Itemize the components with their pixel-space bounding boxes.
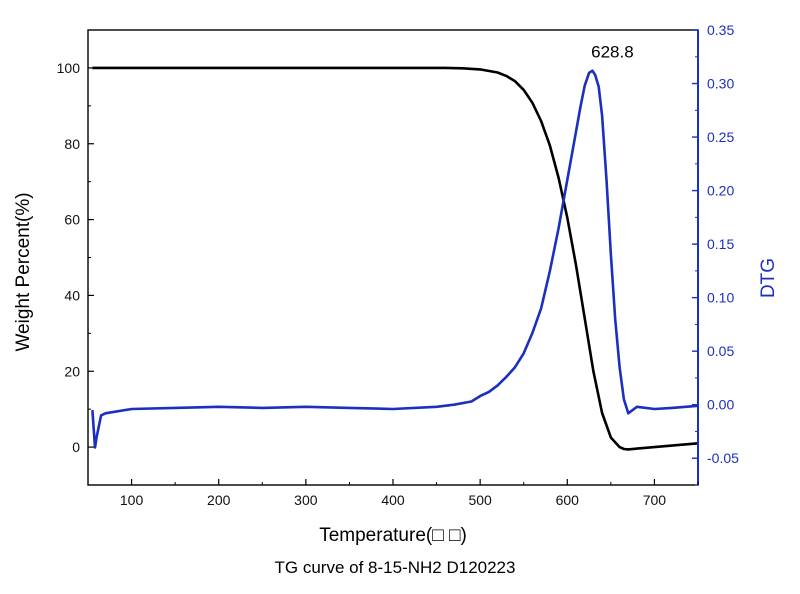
left-tick-label: 100 (57, 60, 81, 76)
x-tick-label: 200 (207, 492, 231, 508)
right-tick-label: -0.05 (707, 450, 739, 466)
right-tick-label: 0.10 (707, 290, 734, 306)
x-tick-label: 400 (381, 492, 405, 508)
right-tick-label: 0.05 (707, 343, 734, 359)
x-tick-label: 600 (556, 492, 580, 508)
y-axis-title-right: DTG (758, 258, 779, 298)
tg-weight-line (92, 66, 699, 451)
left-tick-label: 80 (64, 136, 80, 152)
peak-annotation: 628.8 (591, 43, 634, 62)
right-tick-label: 0.20 (707, 183, 734, 199)
plot-frame (87, 29, 699, 486)
x-axis-ticks: 100 200 300 400 500 600 700 (87, 479, 699, 508)
dtg-line (91, 69, 699, 449)
left-tick-label: 60 (64, 212, 80, 228)
x-axis-title: Temperature(□ □) (319, 525, 467, 546)
right-tick-label: 0.00 (707, 397, 734, 413)
right-tick-label: 0.35 (707, 22, 734, 38)
series-layer (91, 66, 699, 451)
chart-caption: TG curve of 8-15-NH2 D120223 (275, 558, 516, 577)
x-tick-label: 300 (294, 492, 318, 508)
right-tick-label: 0.30 (707, 76, 734, 92)
y-axis-title-left: Weight Percent(%) (13, 192, 34, 351)
right-tick-label: 0.15 (707, 236, 734, 252)
left-tick-label: 40 (64, 287, 80, 303)
x-tick-label: 100 (120, 492, 144, 508)
left-tick-label: 20 (64, 363, 80, 379)
right-axis-ticks: -0.05 0.00 0.05 0.10 0.15 0.20 0.25 0.30 0.35 (692, 22, 739, 486)
right-tick-label: 0.25 (707, 129, 734, 145)
left-axis-ticks: 0 20 40 60 80 100 (57, 29, 94, 486)
left-tick-label: 0 (72, 439, 80, 455)
x-tick-label: 700 (643, 492, 667, 508)
x-tick-label: 500 (468, 492, 492, 508)
